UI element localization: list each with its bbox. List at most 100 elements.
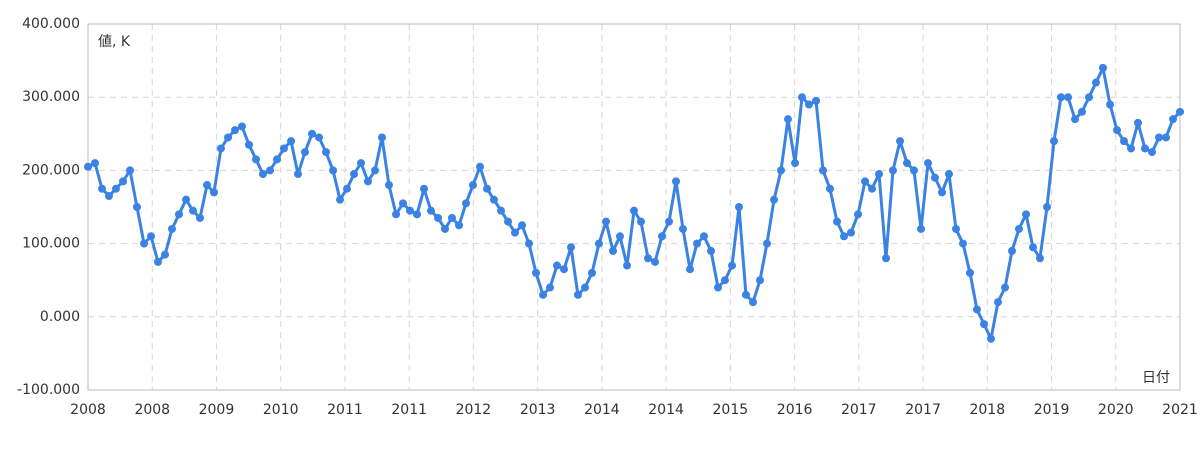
point (483, 184, 491, 193)
point (168, 224, 176, 233)
point (588, 268, 596, 277)
point (735, 203, 743, 211)
point (1140, 144, 1149, 153)
point (1008, 246, 1016, 255)
point (966, 268, 974, 277)
point (762, 239, 771, 248)
point (447, 213, 456, 222)
point (84, 162, 92, 171)
point (1064, 93, 1073, 102)
point (594, 239, 603, 248)
point (573, 290, 582, 299)
point (714, 283, 722, 292)
point (602, 217, 611, 226)
point (468, 181, 477, 190)
y-tick-label: 0.000 (40, 309, 80, 325)
point (972, 305, 981, 314)
y-tick-label: 200.000 (22, 162, 80, 178)
x-tick-label: 2012 (456, 402, 492, 418)
point (1098, 63, 1107, 72)
point (959, 239, 968, 248)
point (861, 177, 869, 186)
point (854, 210, 863, 219)
point (623, 261, 632, 270)
point (231, 126, 239, 135)
point (1043, 203, 1052, 211)
point (434, 213, 443, 222)
point (1148, 148, 1157, 157)
point (126, 166, 134, 175)
point (686, 265, 695, 274)
point (224, 133, 233, 142)
plot-frame (87, 23, 1181, 391)
x-tick-label: 2018 (969, 402, 1005, 418)
point (882, 254, 890, 263)
point (384, 181, 393, 190)
point (300, 148, 309, 157)
point (728, 261, 737, 270)
point (581, 283, 590, 292)
point (237, 122, 246, 131)
point (1113, 126, 1121, 135)
point (567, 243, 575, 252)
point (1161, 133, 1170, 142)
point (336, 195, 344, 204)
point (720, 276, 729, 285)
point (636, 217, 645, 226)
x-tick-label: 2017 (905, 402, 941, 418)
point (504, 217, 512, 226)
y-tick-label: 100.000 (22, 236, 80, 252)
point (903, 159, 911, 168)
point (546, 283, 554, 292)
x-tick-label: 2021 (1162, 402, 1198, 418)
point (476, 162, 485, 171)
point (140, 239, 149, 248)
point (980, 320, 989, 329)
point (399, 199, 407, 208)
point (1077, 107, 1086, 116)
point (783, 115, 792, 124)
point (420, 184, 428, 193)
point (119, 177, 128, 186)
point (342, 184, 351, 193)
point (699, 232, 708, 241)
point (615, 232, 624, 241)
point (840, 232, 848, 241)
point (1056, 93, 1065, 102)
point (741, 290, 750, 299)
point (749, 298, 758, 307)
point (1134, 118, 1142, 127)
point (777, 166, 785, 175)
point (462, 199, 470, 208)
point (258, 170, 267, 179)
point (1029, 243, 1037, 252)
point (216, 144, 225, 153)
point (455, 221, 464, 230)
point (987, 334, 995, 343)
point (210, 188, 218, 197)
point (917, 224, 926, 233)
point (266, 166, 275, 175)
point (1155, 133, 1163, 142)
x-tick-label: 2008 (134, 402, 170, 418)
point (1001, 283, 1010, 292)
point (1169, 115, 1178, 124)
point (560, 265, 569, 274)
x-tick-label: 2011 (391, 402, 427, 418)
point (672, 177, 680, 186)
point (273, 155, 281, 164)
point (993, 298, 1002, 307)
point (392, 210, 401, 219)
point (1035, 254, 1044, 263)
point (195, 213, 204, 222)
point (132, 203, 141, 211)
y-axis-label: 値, K (98, 34, 131, 50)
point (252, 155, 260, 164)
point (405, 206, 414, 215)
point (111, 184, 120, 193)
point (1176, 107, 1184, 116)
point (189, 206, 197, 215)
point (350, 170, 359, 179)
